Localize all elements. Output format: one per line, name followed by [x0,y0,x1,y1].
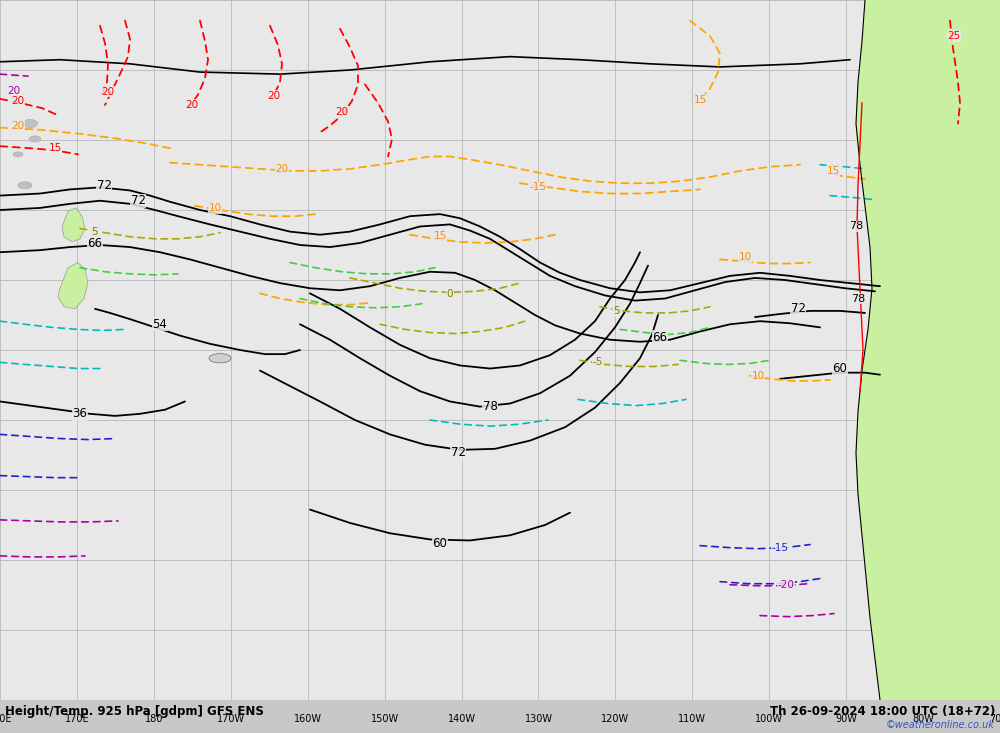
Text: 54: 54 [153,318,167,331]
Text: 60: 60 [833,362,847,375]
Text: -15: -15 [530,183,546,192]
Ellipse shape [13,152,23,157]
Text: 130W: 130W [524,715,552,724]
Polygon shape [62,208,85,242]
Text: 20: 20 [335,107,349,117]
Text: Th 26-09-2024 18:00 UTC (18+72): Th 26-09-2024 18:00 UTC (18+72) [770,704,995,718]
Text: 20: 20 [11,121,25,130]
Text: 72: 72 [450,446,466,460]
Text: 36: 36 [73,408,87,420]
Text: 66: 66 [88,237,103,251]
Text: 150W: 150W [371,715,399,724]
Text: 15: 15 [433,231,447,240]
Text: 160W: 160W [294,715,322,724]
Text: 20: 20 [101,86,115,97]
Text: Height/Temp. 925 hPa [gdpm] GFS ENS: Height/Temp. 925 hPa [gdpm] GFS ENS [5,704,264,718]
Text: 10: 10 [751,371,765,380]
Ellipse shape [22,119,38,128]
Text: 170E: 170E [65,715,89,724]
Text: 180: 180 [145,715,163,724]
Text: 15: 15 [48,143,62,153]
Text: 170W: 170W [217,715,245,724]
Text: ©weatheronline.co.uk: ©weatheronline.co.uk [886,721,995,730]
Text: 72: 72 [790,302,806,315]
Text: 78: 78 [851,293,865,303]
Ellipse shape [18,182,32,189]
Ellipse shape [29,136,41,142]
Text: 0: 0 [447,290,453,299]
Text: -20: -20 [778,580,794,590]
Text: 160E: 160E [0,715,12,724]
Text: 10: 10 [208,203,222,213]
Text: 78: 78 [849,221,863,232]
Text: 5: 5 [92,226,98,237]
Text: 100W: 100W [755,715,783,724]
Text: 20: 20 [267,91,281,100]
Text: 140W: 140W [448,715,476,724]
Polygon shape [58,262,88,309]
Text: 25: 25 [947,31,961,41]
Text: 90W: 90W [835,715,857,724]
Text: 15: 15 [693,95,707,105]
Text: 72: 72 [96,179,112,192]
Text: 20: 20 [11,96,25,106]
Polygon shape [855,0,1000,700]
Ellipse shape [209,353,231,363]
Text: 20: 20 [275,164,289,174]
Text: 10: 10 [738,252,752,262]
Text: 80W: 80W [912,715,934,724]
Text: 20: 20 [185,100,199,110]
Text: 66: 66 [652,331,668,345]
Text: 72: 72 [130,194,146,207]
Text: 20: 20 [7,86,21,95]
Text: -5: -5 [593,358,603,367]
Text: 15: 15 [826,166,840,176]
Text: 78: 78 [483,400,497,413]
Text: 120W: 120W [601,715,629,724]
Text: 5: 5 [613,306,619,316]
Text: 70W: 70W [989,715,1000,724]
Text: 110W: 110W [678,715,706,724]
Text: -15: -15 [772,542,788,553]
Text: 60: 60 [433,537,447,550]
